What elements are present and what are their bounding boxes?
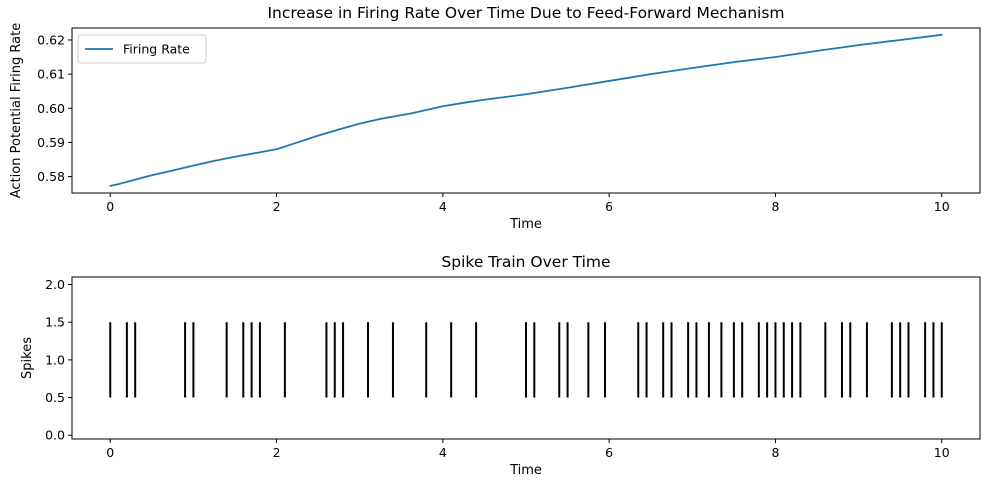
x-axis-label: Time [509, 217, 542, 232]
legend: Firing Rate [77, 34, 207, 64]
y-tick-label: 0.0 [45, 428, 65, 443]
x-tick-label: 6 [605, 445, 613, 460]
x-tick-label: 8 [771, 445, 779, 460]
y-tick-label: 0.61 [37, 67, 65, 82]
x-tick-label: 2 [273, 199, 281, 214]
y-tick-label: 2.0 [45, 277, 65, 292]
plot-frame [71, 27, 981, 194]
y-tick-label: 0.5 [45, 390, 65, 405]
legend-box [77, 34, 207, 64]
y-tick-label: 0.58 [37, 169, 65, 184]
x-tick-label: 10 [934, 199, 950, 214]
x-tick-label: 2 [273, 445, 281, 460]
series-line [109, 33, 943, 187]
y-axis-label: Spikes [20, 337, 35, 379]
x-tick-label: 0 [106, 445, 114, 460]
y-tick-label: 1.0 [45, 352, 65, 367]
chart-title: Increase in Firing Rate Over Time Due to… [267, 4, 784, 22]
x-tick-label: 4 [439, 199, 447, 214]
y-tick-label: 0.62 [37, 32, 65, 47]
firing-rate-chart: Increase in Firing Rate Over Time Due to… [9, 4, 981, 232]
spike-train-chart: Spike Train Over Time 0 2 4 6 8 10 0.0 0.5 1.0 1.5… [20, 253, 981, 478]
chart-title: Spike Train Over Time [441, 253, 610, 271]
x-tick-label: 8 [771, 199, 779, 214]
x-axis-label: Time [509, 463, 542, 478]
x-tick-label: 4 [439, 445, 447, 460]
legend-label: Firing Rate [123, 42, 190, 57]
y-tick-label: 0.59 [37, 135, 65, 150]
y-tick-label: 0.60 [37, 101, 65, 116]
x-tick-label: 10 [934, 445, 950, 460]
x-tick-label: 6 [605, 199, 613, 214]
y-tick-label: 1.5 [45, 315, 65, 330]
y-axis-label: Action Potential Firing Rate [9, 23, 24, 198]
plot-frame [71, 276, 981, 440]
x-tick-label: 0 [106, 199, 114, 214]
